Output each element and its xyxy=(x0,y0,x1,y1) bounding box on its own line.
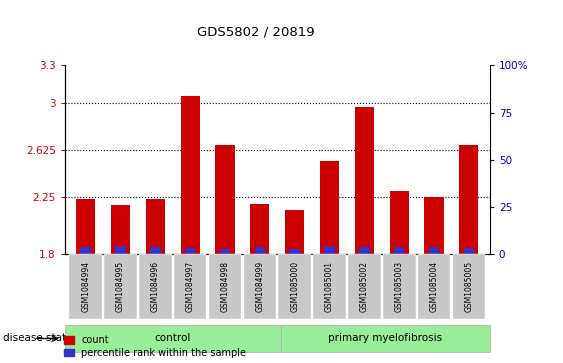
Text: GSM1084994: GSM1084994 xyxy=(81,261,90,312)
Bar xyxy=(390,191,409,254)
Text: GSM1084995: GSM1084995 xyxy=(116,261,125,312)
Bar xyxy=(355,107,374,254)
Bar xyxy=(394,248,404,254)
Text: GSM1085003: GSM1085003 xyxy=(395,261,404,312)
Bar xyxy=(150,247,160,254)
Text: GDS5802 / 20819: GDS5802 / 20819 xyxy=(197,25,315,38)
Bar xyxy=(320,161,339,254)
Bar xyxy=(216,144,235,254)
Bar xyxy=(425,197,444,254)
Text: GSM1085000: GSM1085000 xyxy=(290,261,299,312)
Bar xyxy=(81,248,91,254)
Bar xyxy=(185,248,195,254)
Bar xyxy=(459,144,479,254)
Bar xyxy=(220,249,230,254)
Text: GSM1084998: GSM1084998 xyxy=(221,261,230,312)
Bar xyxy=(324,246,335,254)
Text: GSM1085004: GSM1085004 xyxy=(430,261,439,312)
Text: primary myelofibrosis: primary myelofibrosis xyxy=(328,334,443,343)
Bar xyxy=(251,204,270,254)
Text: GSM1085005: GSM1085005 xyxy=(464,261,473,312)
Bar xyxy=(146,199,165,254)
Legend: count, percentile rank within the sample: count, percentile rank within the sample xyxy=(64,335,247,358)
Bar xyxy=(289,249,300,254)
Text: GSM1085001: GSM1085001 xyxy=(325,261,334,312)
Text: disease state: disease state xyxy=(3,334,72,343)
Text: GSM1084999: GSM1084999 xyxy=(256,261,265,312)
Text: GSM1084996: GSM1084996 xyxy=(151,261,160,312)
Bar xyxy=(115,246,126,254)
Bar xyxy=(464,248,474,254)
Bar xyxy=(76,199,95,254)
Text: control: control xyxy=(155,334,191,343)
Text: GSM1085002: GSM1085002 xyxy=(360,261,369,312)
Text: GSM1084997: GSM1084997 xyxy=(186,261,195,312)
Bar xyxy=(254,248,265,254)
Bar xyxy=(181,95,200,254)
Bar xyxy=(359,246,370,254)
Bar xyxy=(429,247,439,254)
Bar xyxy=(285,210,304,254)
Bar xyxy=(111,205,130,254)
